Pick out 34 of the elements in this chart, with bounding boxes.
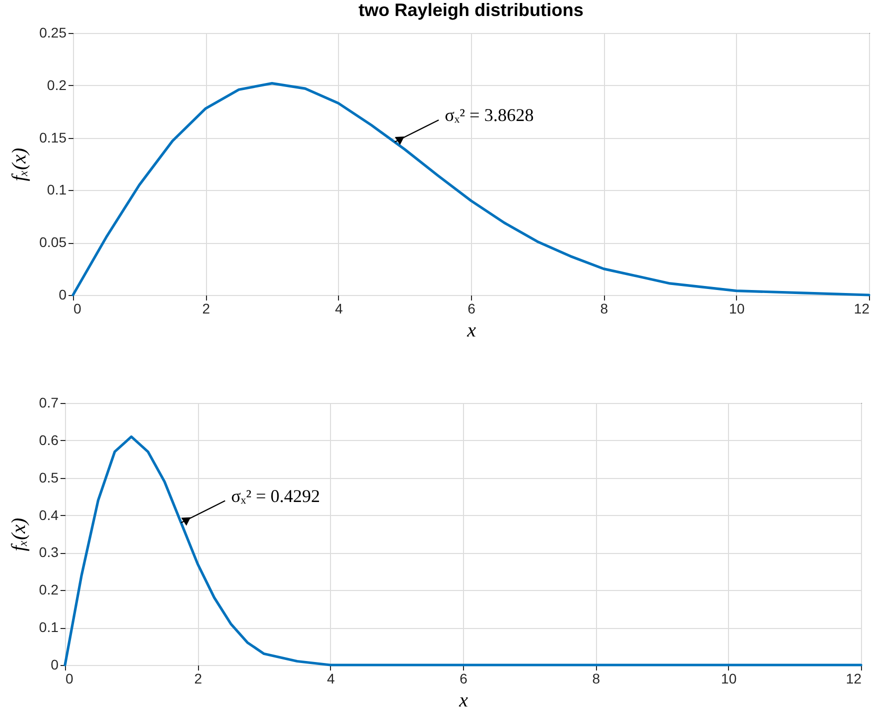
annotation: σₓ² = 3.8628 [444,104,534,125]
y-axis-title: fₓ(x) [8,517,30,552]
x-tick-label: 12 [854,300,870,316]
x-tick-label: 6 [468,300,476,316]
y-tick-label: 0.5 [39,469,59,486]
y-tick-label: 0 [50,656,59,672]
y-axis-title: fₓ(x) [8,147,30,182]
y-tick-label: 0.05 [39,234,67,250]
y-tick-label: 0.6 [39,432,59,448]
x-tick-label: 2 [202,300,210,316]
y-tick-label: 0 [58,286,67,302]
x-tick-label: 10 [721,670,737,686]
y-tick-label: 0.2 [39,582,59,598]
y-tick-label: 0.2 [47,76,67,93]
x-tick-label: 2 [194,670,202,686]
x-axis-title: x [466,320,476,342]
y-tick-label: 0.1 [47,182,67,198]
x-tick-label: 10 [729,300,745,316]
x-tick-label: 0 [74,300,82,316]
x-tick-label: 8 [592,670,600,686]
chart-title: two Rayleigh distributions [358,0,584,20]
annotation: σₓ² = 0.4292 [231,486,320,506]
y-tick-label: 0.7 [39,394,59,410]
y-tick-label: 0.4 [39,506,59,523]
x-tick-label: 8 [600,300,608,316]
x-axis-title: x [458,690,468,712]
y-tick-label: 0.1 [39,619,59,636]
x-tick-label: 12 [846,670,862,686]
y-tick-label: 0.3 [39,544,59,560]
x-tick-label: 4 [334,300,343,316]
y-tick-label: 0.15 [39,129,67,146]
y-tick-label: 0.25 [39,24,67,40]
x-tick-label: 4 [326,670,335,686]
x-tick-label: 6 [460,670,468,686]
